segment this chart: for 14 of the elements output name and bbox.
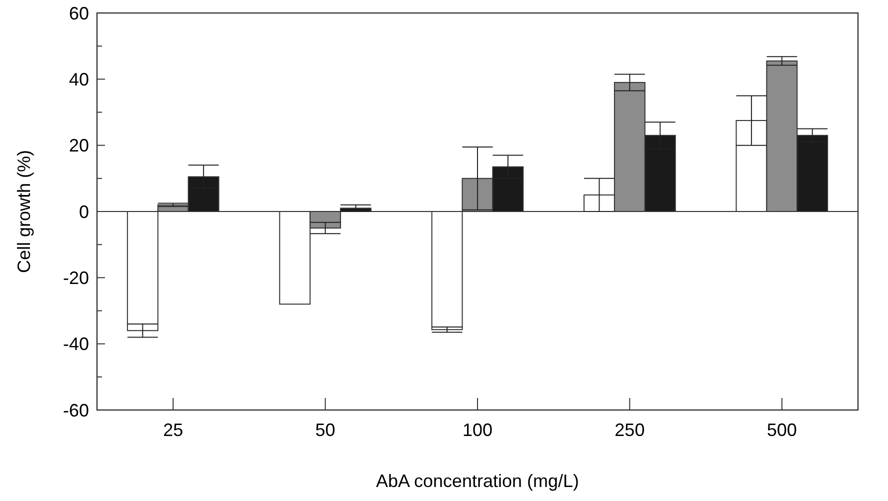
x-tick-label: 100 bbox=[462, 420, 493, 440]
y-tick-label: -60 bbox=[62, 400, 89, 420]
y-axis-title: Cell growth (%) bbox=[14, 150, 34, 274]
y-tick-label: 0 bbox=[78, 202, 89, 222]
y-tick-label: 20 bbox=[68, 136, 89, 156]
x-tick-label: 500 bbox=[766, 420, 797, 440]
x-tick-label: 250 bbox=[614, 420, 645, 440]
x-tick-label: 25 bbox=[163, 420, 184, 440]
y-tick-label: -40 bbox=[62, 334, 89, 354]
y-tick-label: 60 bbox=[68, 3, 89, 24]
x-axis-title: AbA concentration (mg/L) bbox=[376, 471, 580, 491]
y-tick-label: 40 bbox=[68, 69, 89, 90]
x-tick-label: 50 bbox=[315, 420, 336, 440]
y-tick-label: -20 bbox=[62, 268, 89, 288]
